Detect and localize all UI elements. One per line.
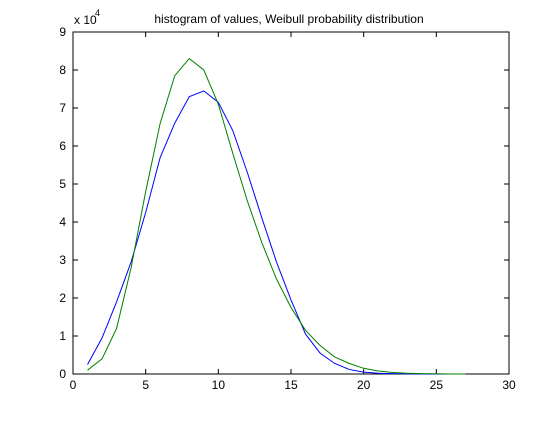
x-tick-label: 10	[212, 378, 226, 392]
y-tick-label: 4	[59, 215, 66, 229]
chart-title: histogram of values, Weibull probability…	[154, 12, 423, 26]
x-tick-label: 20	[357, 378, 371, 392]
series-line-2	[87, 57, 466, 375]
y-scale-exponent: 4	[95, 8, 100, 18]
series-layer	[87, 57, 466, 375]
plot-area	[72, 31, 510, 375]
x-tick-label: 30	[502, 378, 516, 392]
y-tick-label: 7	[59, 101, 66, 115]
series-line-1	[87, 90, 466, 375]
y-tick-label: 2	[59, 291, 66, 305]
x-tick-label: 5	[142, 378, 149, 392]
axes-ticks: 0 5 10 15 20 25 30 0 1 2 3 4 5 6 7 8 9	[59, 25, 516, 392]
y-tick-label: 3	[59, 253, 66, 267]
y-tick-label: 9	[59, 25, 66, 39]
y-tick-label: 0	[59, 367, 66, 381]
y-tick-label: 8	[59, 63, 66, 77]
y-tick-label: 1	[59, 329, 66, 343]
x-tick-label: 25	[430, 378, 444, 392]
x-tick-label: 0	[70, 378, 77, 392]
y-tick-label: 5	[59, 177, 66, 191]
x-tick-label: 15	[284, 378, 298, 392]
y-tick-label: 6	[59, 139, 66, 153]
y-scale-label: x 10	[74, 13, 97, 27]
